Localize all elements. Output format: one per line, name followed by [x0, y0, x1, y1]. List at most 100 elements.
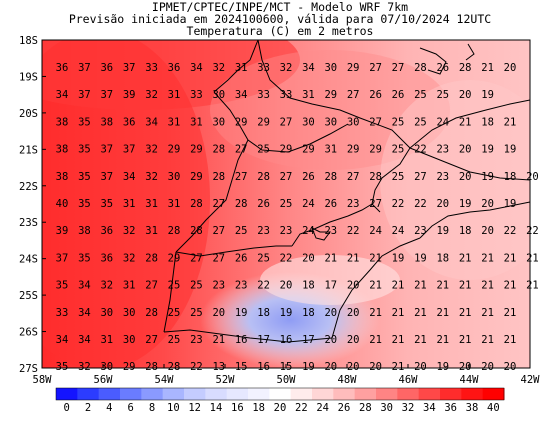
- temperature-value: 20: [481, 361, 494, 373]
- temperature-value: 26: [324, 198, 337, 210]
- temperature-value: 28: [168, 361, 181, 373]
- legend-swatch: [354, 388, 377, 400]
- temperature-value: 17: [324, 280, 337, 292]
- temperature-value: 21: [369, 252, 382, 264]
- legend-label: 40: [487, 402, 500, 414]
- temperature-value: 22: [280, 252, 293, 264]
- legend-label: 22: [295, 402, 308, 414]
- temperature-value: 19: [504, 144, 517, 156]
- lon-tick-label: 56W: [94, 374, 114, 386]
- temperature-value: 31: [302, 89, 315, 101]
- temperature-value: 32: [123, 252, 136, 264]
- temperature-value: 27: [369, 62, 382, 74]
- temperature-value: 22: [414, 144, 427, 156]
- temperature-value: 21: [526, 252, 539, 264]
- temperature-value: 35: [78, 171, 91, 183]
- temperature-value: 23: [436, 144, 449, 156]
- temperature-value: 21: [436, 307, 449, 319]
- temperature-value: 30: [168, 171, 181, 183]
- temperature-value: 25: [392, 144, 405, 156]
- temperature-value: 20: [436, 198, 449, 210]
- temperature-value: 37: [56, 252, 69, 264]
- temperature-value: 36: [56, 62, 69, 74]
- legend-swatch: [333, 388, 356, 400]
- legend-swatch: [269, 388, 292, 400]
- temperature-value: 21: [459, 307, 472, 319]
- temperature-value: 37: [123, 144, 136, 156]
- temperature-value: 21: [414, 307, 427, 319]
- temperature-value: 31: [168, 198, 181, 210]
- temperature-value: 30: [100, 361, 113, 373]
- temperature-value: 21: [212, 334, 225, 346]
- legend-label: 26: [338, 402, 351, 414]
- temperature-value: 19: [459, 198, 472, 210]
- temperature-value: 20: [347, 307, 360, 319]
- temperature-value: 21: [414, 280, 427, 292]
- legend-label: 28: [359, 402, 372, 414]
- temperature-value: 38: [78, 225, 91, 237]
- temperature-value: 31: [168, 116, 181, 128]
- temperature-value: 16: [257, 361, 270, 373]
- temperature-value: 28: [369, 171, 382, 183]
- temperature-value: 28: [145, 307, 158, 319]
- temperature-value: 35: [78, 252, 91, 264]
- temperature-value: 23: [414, 225, 427, 237]
- title-line-3: Temperatura (C) em 2 metros: [186, 24, 374, 38]
- temperature-value: 20: [459, 171, 472, 183]
- title-line-2: Previsão iniciada em 2024100600, válida …: [68, 12, 492, 26]
- temperature-value: 23: [235, 280, 248, 292]
- temperature-value: 27: [414, 171, 427, 183]
- temperature-value: 32: [145, 89, 158, 101]
- temperature-value: 21: [414, 334, 427, 346]
- lat-tick-label: 25S: [19, 290, 38, 302]
- temperature-value: 38: [56, 171, 69, 183]
- temperature-value: 20: [324, 307, 337, 319]
- legend-swatch: [77, 388, 100, 400]
- temperature-value: 31: [145, 225, 158, 237]
- temperature-value: 29: [123, 361, 136, 373]
- color-legend: 0 2 4 6 8 10 12 14 16 18 20 22 24 26 28 30 32 34 36 38 40: [55, 387, 505, 414]
- temperature-value: 28: [212, 171, 225, 183]
- temperature-value: 24: [436, 116, 449, 128]
- legend-label: 20: [274, 402, 287, 414]
- temperature-value: 21: [436, 280, 449, 292]
- temperature-value: 28: [257, 171, 270, 183]
- temperature-value: 20: [459, 144, 472, 156]
- temperature-value: 21: [392, 280, 405, 292]
- lon-tick-label: 44W: [460, 374, 480, 386]
- lat-tick-label: 27S: [19, 363, 38, 375]
- temperature-value: 21: [504, 116, 517, 128]
- lon-tick-label: 54W: [155, 374, 175, 386]
- temperature-value: 29: [168, 144, 181, 156]
- temperature-value: 20: [481, 225, 494, 237]
- temperature-value: 19: [235, 307, 248, 319]
- temperature-value: 27: [212, 252, 225, 264]
- temperature-value: 33: [56, 307, 69, 319]
- temperature-value: 21: [504, 252, 517, 264]
- lon-tick-label: 42W: [521, 374, 541, 386]
- temperature-value: 21: [392, 307, 405, 319]
- temperature-value: 31: [324, 144, 337, 156]
- temperature-value: 20: [347, 334, 360, 346]
- temperature-value: 22: [414, 198, 427, 210]
- temperature-value: 21: [369, 307, 382, 319]
- temperature-value: 21: [481, 252, 494, 264]
- temperature-value: 25: [190, 307, 203, 319]
- temperature-value: 30: [212, 116, 225, 128]
- temperature-value: 20: [481, 198, 494, 210]
- lat-tick-label: 19S: [19, 71, 38, 83]
- temperature-value: 21: [369, 334, 382, 346]
- legend-label: 36: [444, 402, 457, 414]
- temperature-value: 30: [324, 62, 337, 74]
- temperature-value: 34: [190, 62, 203, 74]
- temperature-value: 34: [78, 307, 91, 319]
- temperature-value: 29: [190, 144, 203, 156]
- temperature-value: 37: [78, 62, 91, 74]
- temperature-value: 24: [392, 225, 405, 237]
- legend-label: 4: [106, 402, 112, 414]
- legend-label: 38: [466, 402, 479, 414]
- legend-label: 6: [128, 402, 134, 414]
- temperature-value: 26: [257, 198, 270, 210]
- temperature-value: 19: [481, 171, 494, 183]
